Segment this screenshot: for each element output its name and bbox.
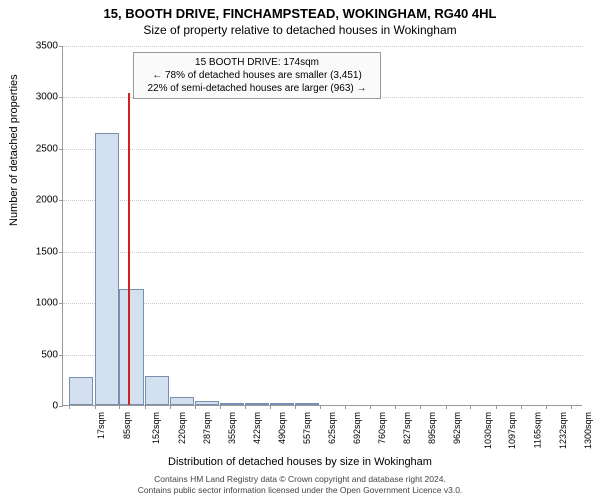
y-tick-label: 1500 xyxy=(18,246,58,257)
x-tick-label: 1030sqm xyxy=(483,412,493,449)
x-tick-label: 895sqm xyxy=(427,412,437,444)
histogram-bar xyxy=(119,289,143,405)
x-tick-mark xyxy=(546,405,547,409)
histogram-bar xyxy=(95,133,119,405)
y-tick-mark xyxy=(59,303,63,304)
y-tick-label: 0 xyxy=(18,401,58,412)
x-tick-mark xyxy=(521,405,522,409)
histogram-bar xyxy=(295,403,319,405)
histogram-chart: 050010001500200025003000350017sqm85sqm15… xyxy=(62,46,582,406)
annotation-line2: ← 78% of detached houses are smaller (3,… xyxy=(139,69,375,82)
histogram-bar xyxy=(195,401,219,405)
x-tick-label: 220sqm xyxy=(177,412,187,444)
gridline xyxy=(63,252,583,253)
annotation-line1: 15 BOOTH DRIVE: 174sqm xyxy=(139,56,375,69)
x-tick-mark xyxy=(119,405,120,409)
x-tick-mark xyxy=(370,405,371,409)
histogram-bar xyxy=(270,403,294,405)
x-tick-label: 355sqm xyxy=(227,412,237,444)
gridline xyxy=(63,200,583,201)
histogram-bar xyxy=(69,377,93,405)
x-tick-label: 557sqm xyxy=(302,412,312,444)
y-tick-label: 500 xyxy=(18,349,58,360)
y-tick-mark xyxy=(59,406,63,407)
x-tick-label: 85sqm xyxy=(122,412,132,439)
x-tick-label: 152sqm xyxy=(151,412,161,444)
x-tick-mark xyxy=(571,405,572,409)
y-tick-label: 3500 xyxy=(18,41,58,52)
x-tick-mark xyxy=(420,405,421,409)
property-marker-line xyxy=(128,93,130,405)
histogram-bar xyxy=(220,403,244,405)
plot-area: 050010001500200025003000350017sqm85sqm15… xyxy=(62,46,582,406)
x-tick-mark xyxy=(295,405,296,409)
x-tick-label: 1300sqm xyxy=(583,412,593,449)
x-tick-mark xyxy=(195,405,196,409)
x-tick-label: 1232sqm xyxy=(558,412,568,449)
footer-attribution: Contains HM Land Registry data © Crown c… xyxy=(0,474,600,495)
x-tick-label: 287sqm xyxy=(202,412,212,444)
x-tick-label: 692sqm xyxy=(352,412,362,444)
y-tick-mark xyxy=(59,46,63,47)
x-tick-mark xyxy=(395,405,396,409)
x-tick-label: 490sqm xyxy=(277,412,287,444)
x-tick-mark xyxy=(95,405,96,409)
x-tick-mark xyxy=(245,405,246,409)
y-tick-label: 3000 xyxy=(18,92,58,103)
x-tick-label: 625sqm xyxy=(327,412,337,444)
x-tick-mark xyxy=(145,405,146,409)
x-tick-mark xyxy=(270,405,271,409)
page-title-address: 15, BOOTH DRIVE, FINCHAMPSTEAD, WOKINGHA… xyxy=(0,0,600,21)
x-tick-mark xyxy=(69,405,70,409)
y-tick-label: 1000 xyxy=(18,298,58,309)
x-tick-label: 422sqm xyxy=(252,412,262,444)
histogram-bar xyxy=(245,403,269,405)
y-tick-mark xyxy=(59,149,63,150)
annotation-line3: 22% of semi-detached houses are larger (… xyxy=(139,82,375,95)
y-tick-mark xyxy=(59,355,63,356)
x-tick-label: 1097sqm xyxy=(507,412,517,449)
y-tick-mark xyxy=(59,97,63,98)
x-tick-label: 760sqm xyxy=(377,412,387,444)
footer-line1: Contains HM Land Registry data © Crown c… xyxy=(0,474,600,485)
x-tick-label: 17sqm xyxy=(96,412,106,439)
x-tick-label: 1165sqm xyxy=(532,412,542,448)
y-tick-label: 2000 xyxy=(18,195,58,206)
x-tick-mark xyxy=(220,405,221,409)
page-subtitle: Size of property relative to detached ho… xyxy=(0,21,600,37)
x-tick-mark xyxy=(446,405,447,409)
x-tick-mark xyxy=(470,405,471,409)
y-tick-label: 2500 xyxy=(18,143,58,154)
x-tick-label: 962sqm xyxy=(452,412,462,444)
gridline xyxy=(63,149,583,150)
gridline xyxy=(63,46,583,47)
x-tick-label: 827sqm xyxy=(402,412,412,444)
x-tick-mark xyxy=(345,405,346,409)
x-tick-mark xyxy=(170,405,171,409)
annotation-box: 15 BOOTH DRIVE: 174sqm← 78% of detached … xyxy=(133,52,381,99)
footer-line2: Contains public sector information licen… xyxy=(0,485,600,496)
x-tick-mark xyxy=(320,405,321,409)
x-axis-label: Distribution of detached houses by size … xyxy=(0,456,600,468)
y-tick-mark xyxy=(59,200,63,201)
histogram-bar xyxy=(145,376,169,405)
histogram-bar xyxy=(170,397,194,405)
x-tick-mark xyxy=(496,405,497,409)
y-tick-mark xyxy=(59,252,63,253)
